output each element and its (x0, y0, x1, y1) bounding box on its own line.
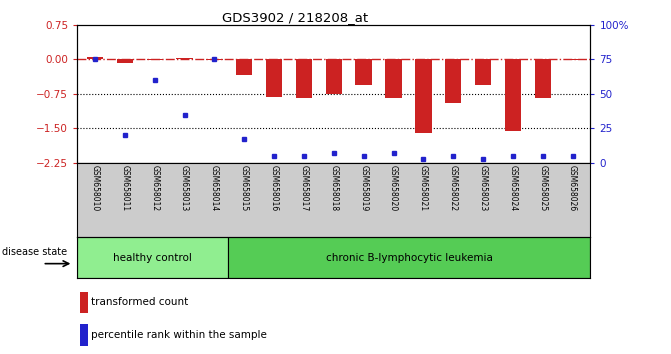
Bar (87, 57, 103, 59)
Text: GSM658015: GSM658015 (240, 165, 249, 211)
Text: GSM658025: GSM658025 (538, 165, 548, 211)
Text: chronic B-lymphocytic leukemia: chronic B-lymphocytic leukemia (326, 252, 493, 263)
Text: transformed count: transformed count (91, 297, 189, 307)
Bar (77, 237, 228, 278)
Text: GSM658021: GSM658021 (419, 165, 428, 211)
Text: GDS3902 / 218208_at: GDS3902 / 218208_at (222, 11, 368, 24)
Text: GSM658018: GSM658018 (329, 165, 338, 211)
Text: GSM658012: GSM658012 (150, 165, 159, 211)
Text: GSM658019: GSM658019 (359, 165, 368, 211)
Text: GSM658024: GSM658024 (509, 165, 517, 211)
Text: percentile rank within the sample: percentile rank within the sample (91, 330, 267, 340)
Text: healthy control: healthy control (113, 252, 192, 263)
Bar (81, 324, 88, 346)
Text: GSM658026: GSM658026 (568, 165, 577, 211)
Bar (117, 59, 133, 63)
Bar (206, 59, 223, 60)
Text: GSM658023: GSM658023 (478, 165, 488, 211)
Text: GSM658020: GSM658020 (389, 165, 398, 211)
Bar (266, 59, 282, 97)
Bar (505, 59, 521, 131)
Bar (535, 59, 551, 98)
Text: GSM658013: GSM658013 (180, 165, 189, 211)
Bar (228, 237, 590, 278)
Text: GSM658017: GSM658017 (299, 165, 309, 211)
Text: GSM658011: GSM658011 (120, 165, 130, 211)
Bar (385, 59, 402, 98)
Bar (356, 59, 372, 85)
Bar (325, 59, 342, 94)
Bar (81, 292, 88, 313)
Text: GSM658010: GSM658010 (91, 165, 99, 211)
Bar (176, 58, 193, 59)
Bar (146, 59, 163, 60)
Bar (475, 59, 491, 85)
Text: GSM658016: GSM658016 (270, 165, 278, 211)
Bar (415, 59, 431, 133)
Text: GSM658014: GSM658014 (210, 165, 219, 211)
Bar (564, 59, 581, 60)
Text: GSM658022: GSM658022 (449, 165, 458, 211)
Bar (236, 59, 252, 75)
Bar (296, 59, 312, 98)
Text: disease state: disease state (2, 247, 67, 257)
Bar (445, 59, 462, 103)
